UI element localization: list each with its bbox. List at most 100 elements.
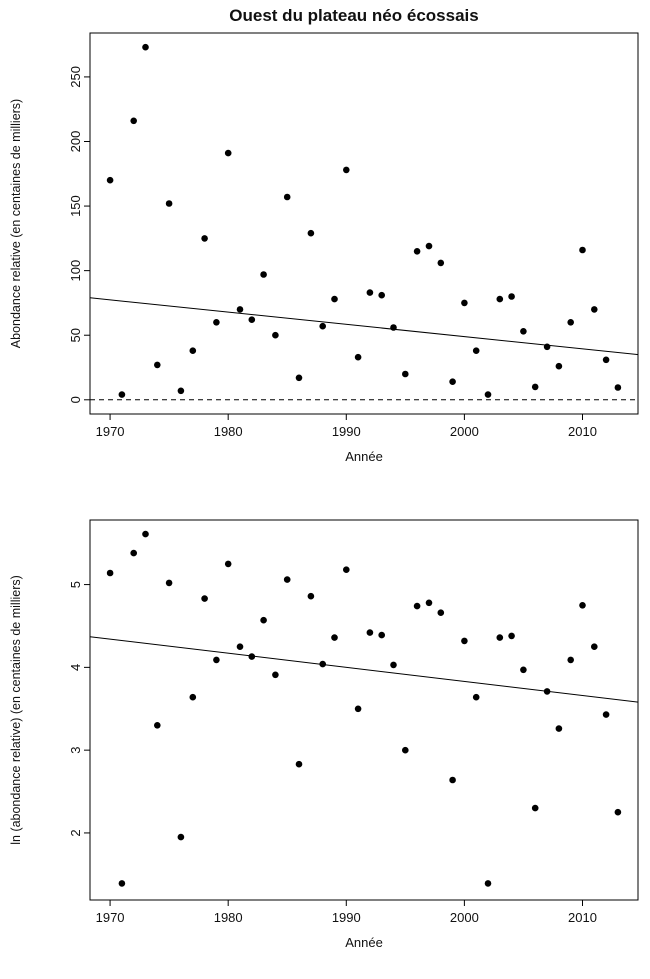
x-axis-tick-label: 1970 <box>96 424 125 439</box>
scatter-plot-abundance: 1970 1980 1990 2000 2010 0 50 100 150 200 250 Ouest… <box>9 6 639 464</box>
data-point <box>579 602 586 609</box>
data-point <box>142 43 149 51</box>
data-point <box>437 609 445 616</box>
data-point <box>236 643 244 650</box>
data-point <box>201 595 208 602</box>
y-axis-tick-label: 50 <box>68 328 83 342</box>
data-point <box>531 804 539 812</box>
data-point <box>425 242 433 250</box>
x-axis-tick-label: 2000 <box>450 910 479 925</box>
data-point <box>201 235 208 242</box>
x-axis-tick-label: 2000 <box>450 424 479 439</box>
y-axis-tick-label: 3 <box>68 747 83 754</box>
data-point <box>118 880 126 887</box>
data-point <box>366 289 374 296</box>
x-axis-tick-label: 1990 <box>332 424 361 439</box>
data-point <box>543 688 551 695</box>
data-point <box>283 193 291 201</box>
x-axis-tick-label: 1970 <box>96 910 125 925</box>
data-point <box>402 370 409 378</box>
data-point <box>520 666 527 674</box>
data-point <box>425 599 433 607</box>
data-point <box>508 293 515 300</box>
y-axis-tick-label: 200 <box>68 131 83 153</box>
data-point <box>496 634 504 641</box>
data-point <box>295 374 303 382</box>
data-point <box>118 391 126 398</box>
data-point <box>602 356 610 364</box>
data-point <box>272 671 279 679</box>
data-point <box>602 711 610 718</box>
abundance-scatter-figure: 1970 1980 1990 2000 2010 0 50 100 150 200 250 Ouest… <box>0 0 650 470</box>
data-point <box>591 643 598 650</box>
data-point <box>260 616 267 624</box>
data-point <box>307 229 315 237</box>
x-axis-tick-label: 1990 <box>332 910 361 925</box>
data-point <box>189 347 197 355</box>
data-point <box>614 384 622 391</box>
data-point <box>520 328 527 335</box>
data-point <box>461 637 468 645</box>
data-point <box>449 776 456 784</box>
data-point <box>272 331 279 339</box>
data-point <box>354 353 362 361</box>
data-point <box>484 880 492 887</box>
data-point <box>213 319 220 326</box>
y-axis-label: ln (abondance relative) (en centaines de… <box>9 575 23 845</box>
data-point <box>260 271 267 278</box>
x-axis-label: Année <box>345 449 383 464</box>
ln-abundance-scatter-figure: 1970 1980 1990 2000 2010 2 3 4 5 Année ln (abondan… <box>0 470 650 979</box>
data-point <box>319 660 327 668</box>
data-point <box>614 808 622 816</box>
y-axis-tick-label: 100 <box>68 260 83 282</box>
data-point <box>366 629 374 636</box>
y-axis-tick-label: 150 <box>68 195 83 217</box>
trend-line <box>89 297 639 356</box>
data-point <box>555 725 563 732</box>
data-point <box>461 299 468 307</box>
data-point <box>567 319 574 326</box>
data-point <box>189 693 197 701</box>
data-point <box>378 291 386 299</box>
data-point <box>555 362 563 370</box>
data-point <box>177 833 185 841</box>
x-axis-tick-label: 2010 <box>568 910 597 925</box>
data-point <box>472 693 480 701</box>
data-point <box>154 361 161 369</box>
data-point <box>378 631 386 639</box>
data-point <box>130 549 137 557</box>
trend-line <box>89 636 639 703</box>
x-axis-tick-label: 1980 <box>214 910 243 925</box>
data-point <box>591 306 598 313</box>
data-point <box>283 576 291 583</box>
data-point <box>319 322 327 330</box>
y-axis-tick-label: 250 <box>68 66 83 88</box>
y-axis-tick-label: 0 <box>68 396 83 403</box>
data-point <box>224 149 232 157</box>
data-point <box>390 324 397 331</box>
data-point <box>165 200 173 207</box>
data-point <box>531 383 539 391</box>
data-point <box>106 569 114 577</box>
data-point <box>484 391 492 398</box>
data-point <box>236 306 244 313</box>
data-point <box>307 592 315 600</box>
data-point <box>130 117 137 125</box>
data-point <box>295 760 303 768</box>
data-point <box>213 656 220 664</box>
y-axis-label: Abondance relative (en centaines de mill… <box>9 99 23 348</box>
data-point <box>165 579 173 587</box>
data-point <box>106 176 114 184</box>
data-point <box>508 632 515 640</box>
data-point <box>437 259 445 267</box>
scatter-plot-ln-abundance: 1970 1980 1990 2000 2010 2 3 4 5 Année ln (abondan… <box>9 519 639 950</box>
chart-title: Ouest du plateau néo écossais <box>229 6 478 25</box>
data-point <box>413 602 421 610</box>
data-point <box>331 634 338 641</box>
data-point <box>543 343 551 351</box>
data-point <box>402 746 409 754</box>
data-point <box>579 246 586 254</box>
data-point <box>496 295 504 303</box>
data-point <box>331 295 338 303</box>
plot-box <box>89 32 639 415</box>
